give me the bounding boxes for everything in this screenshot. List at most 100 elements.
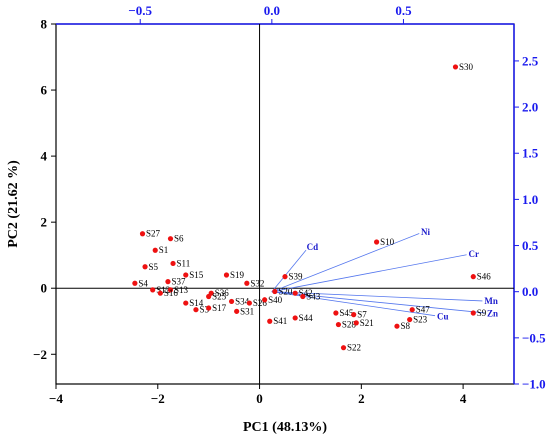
score-point-s15 [183, 272, 189, 278]
loading-label-zn: Zn [487, 308, 498, 318]
score-label-s14: S14 [189, 298, 204, 308]
score-point-s13 [167, 287, 174, 293]
score-point-s28 [335, 321, 342, 328]
loading-vector-mn [271, 291, 483, 302]
score-label-s44: S44 [299, 313, 314, 323]
score-point-s43 [300, 293, 306, 300]
score-point-s32 [244, 280, 250, 286]
score-point-s10 [374, 239, 380, 245]
right-tick-label: 2.0 [522, 100, 538, 115]
score-label-s17: S17 [212, 303, 227, 313]
score-label-s5: S5 [149, 262, 159, 272]
right-tick-label: 0.5 [522, 238, 539, 253]
loading-label-cr: Cr [469, 249, 480, 259]
score-point-s6 [167, 236, 174, 242]
score-label-s25: S25 [212, 291, 227, 301]
loading-label-cd: Cd [307, 242, 319, 252]
score-label-s41: S41 [273, 316, 287, 326]
score-label-s15: S15 [189, 270, 204, 280]
y-axis-ticks: −2 0 2 4 6 8 [33, 17, 56, 362]
score-point-s42 [292, 290, 298, 296]
score-label-s10: S10 [380, 237, 395, 247]
loading-label-ni: Ni [421, 227, 430, 237]
score-point-s19 [223, 272, 230, 278]
right-tick-label: 0.0 [522, 284, 538, 299]
score-point-s5 [142, 264, 148, 270]
loading-vector-zn [271, 291, 486, 314]
score-label-s6: S6 [174, 234, 184, 244]
score-point-s4 [132, 280, 138, 286]
score-label-s7: S7 [357, 310, 367, 320]
score-point-s45 [333, 310, 339, 316]
score-label-s39: S39 [289, 272, 304, 282]
x-tick-label: 4 [460, 391, 467, 406]
score-point-s3 [193, 307, 199, 313]
score-label-s22: S22 [347, 343, 361, 353]
score-label-s28: S28 [342, 320, 357, 330]
score-label-s31: S31 [240, 306, 254, 316]
y-tick-label: 6 [41, 83, 48, 98]
x-axis-ticks: −4 −2 0 2 4 [49, 384, 467, 406]
score-point-s27 [139, 231, 146, 237]
loading-vectors: Cd Ni Cr Mn Zn Cu [271, 227, 498, 321]
score-label-s16: S16 [164, 288, 179, 298]
loading-vector-cd [271, 249, 307, 292]
score-label-s21: S21 [360, 318, 374, 328]
score-point-s1 [152, 247, 158, 253]
score-point-s37 [165, 279, 171, 285]
score-point-s31 [234, 308, 240, 314]
right-tick-label: 1.5 [522, 146, 539, 161]
top-tick-label: 0.5 [395, 3, 412, 18]
score-label-s9: S9 [477, 308, 487, 318]
score-label-s8: S8 [400, 321, 410, 331]
score-point-s46 [470, 274, 476, 280]
score-point-s47 [409, 307, 415, 313]
score-label-s32: S32 [250, 278, 264, 288]
score-label-s1: S1 [159, 245, 169, 255]
score-point-s8 [394, 323, 400, 329]
score-point-s23 [407, 316, 413, 323]
right-tick-label: 1.0 [522, 192, 538, 207]
x-tick-label: 0 [256, 391, 263, 406]
loading-label-cu: Cu [437, 311, 449, 321]
top-tick-label: −0.5 [128, 3, 152, 18]
right-tick-label: −0.5 [522, 330, 546, 345]
score-label-s46: S46 [477, 272, 492, 282]
score-point-s11 [170, 260, 176, 267]
score-point-s20 [272, 288, 278, 295]
score-point-s25 [206, 293, 212, 300]
loading-vector-cu [271, 291, 436, 317]
right-axis-ticks: −1.0 −0.5 0.0 0.5 1.0 1.5 2.0 2.5 [514, 53, 546, 392]
score-point-s9 [470, 310, 476, 316]
score-point-s41 [267, 318, 273, 324]
score-point-s12 [150, 287, 156, 293]
score-label-s36: S36 [215, 288, 230, 298]
x-axis-title: PC1 (48.13%) [243, 420, 327, 435]
zero-lines [56, 24, 514, 384]
score-label-s30: S30 [459, 62, 474, 72]
score-label-s42: S42 [299, 288, 313, 298]
score-point-s14 [183, 300, 189, 306]
y-tick-label: 4 [41, 149, 48, 164]
score-label-s47: S47 [416, 305, 431, 315]
score-label-s19: S19 [230, 270, 245, 280]
score-point-s26 [246, 300, 252, 306]
y-tick-label: −2 [33, 347, 47, 362]
score-label-s23: S23 [413, 315, 428, 325]
score-label-s20: S20 [278, 287, 293, 297]
score-label-s37: S37 [171, 277, 186, 287]
top-axis-ticks: −0.5 0.0 0.5 [128, 3, 412, 24]
score-point-s17 [206, 305, 212, 311]
loading-label-mn: Mn [484, 296, 498, 306]
score-label-s27: S27 [146, 229, 161, 239]
score-label-s4: S4 [138, 278, 148, 288]
x-tick-label: −2 [151, 391, 165, 406]
score-label-s26: S26 [253, 298, 268, 308]
score-label-s3: S3 [199, 305, 209, 315]
score-point-s7 [351, 312, 357, 318]
x-tick-label: −4 [49, 391, 63, 406]
loading-vector-ni [271, 233, 420, 293]
x-tick-label: 2 [358, 391, 365, 406]
